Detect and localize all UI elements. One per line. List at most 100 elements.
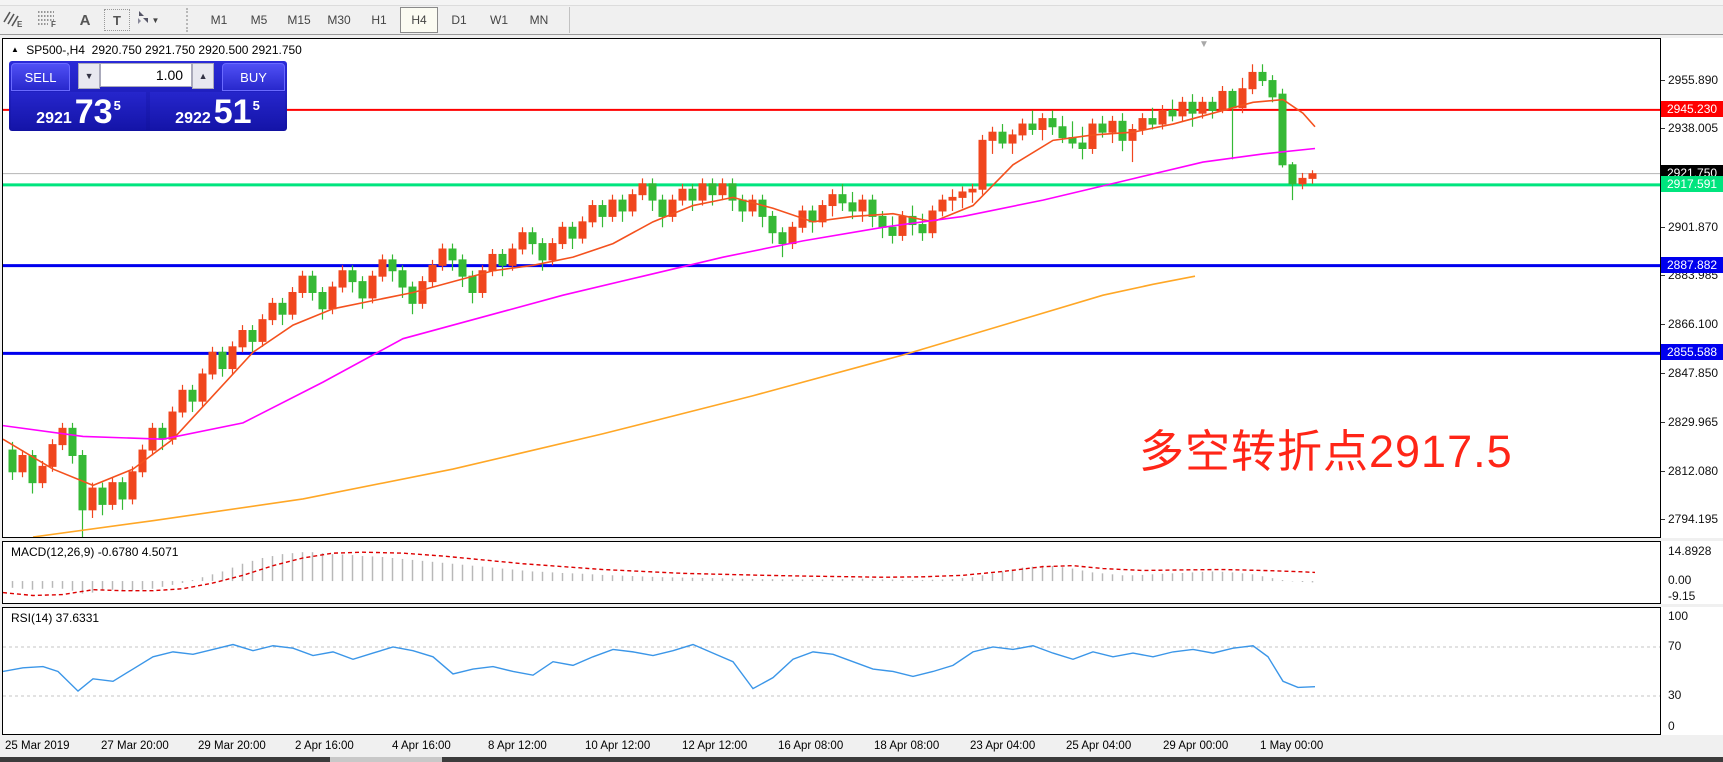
main-toolbar: E F A T ▼ M1 M5 M15 M30 H1 H4 D1 W1 MN bbox=[0, 6, 1723, 35]
rsi-scale-100: 100 bbox=[1668, 609, 1689, 623]
time-axis-label: 8 Apr 12:00 bbox=[488, 740, 547, 752]
bottom-window-edge bbox=[0, 757, 1723, 762]
tick-mark bbox=[1661, 421, 1665, 423]
price-line-badge: 2917.591 bbox=[1661, 175, 1723, 192]
buy-price-whole: 2922 bbox=[175, 110, 211, 127]
bottom-window-edge-gap bbox=[330, 757, 442, 762]
price-line-badge: 2887.882 bbox=[1661, 256, 1723, 273]
timeframe-button-M1[interactable]: M1 bbox=[210, 13, 228, 27]
svg-text:F: F bbox=[51, 20, 56, 28]
stepper-down-icon: ▼ bbox=[84, 71, 94, 81]
time-axis-label: 12 Apr 12:00 bbox=[682, 740, 748, 752]
font-icon[interactable]: A bbox=[70, 8, 100, 32]
toolbar-separator bbox=[186, 8, 193, 32]
price-line-badge: 2945.230 bbox=[1661, 100, 1723, 117]
svg-text:E: E bbox=[17, 20, 23, 28]
arrange-objects-icon[interactable]: ▼ bbox=[134, 8, 174, 32]
timeframe-button-M15[interactable]: M15 bbox=[287, 13, 311, 27]
tick-mark bbox=[1661, 323, 1665, 325]
buy-price-display[interactable]: 2922 51 5 bbox=[150, 92, 285, 130]
price-line-badge: 2855.588 bbox=[1661, 344, 1723, 361]
trade-prices-row: 2921 73 5 2922 51 5 bbox=[11, 92, 285, 130]
time-axis-label: 2 Apr 16:00 bbox=[295, 740, 354, 752]
time-axis-label: 25 Apr 04:00 bbox=[1066, 740, 1132, 752]
chart-title: ▲ SP500-,H4 2920.750 2921.750 2920.500 2… bbox=[11, 43, 302, 57]
price-tick-label: 2938.005 bbox=[1668, 121, 1719, 136]
rsi-indicator-panel[interactable]: RSI(14) 37.6331 bbox=[2, 607, 1661, 735]
price-tick-label: 2794.195 bbox=[1668, 512, 1719, 527]
macd-scale-zero: 0.00 bbox=[1668, 573, 1692, 587]
macd-indicator-panel[interactable]: MACD(12,26,9) -0.6780 4.5071 bbox=[2, 541, 1661, 604]
volume-decrease-button[interactable]: ▼ bbox=[78, 63, 101, 89]
timeframe-button-D1[interactable]: D1 bbox=[451, 13, 467, 27]
sell-price-display[interactable]: 2921 73 5 bbox=[11, 92, 146, 130]
timeframe-button-MN[interactable]: MN bbox=[529, 13, 549, 27]
tick-mark bbox=[1661, 226, 1665, 228]
time-axis-label: 29 Apr 00:00 bbox=[1163, 740, 1229, 752]
indicators-chart-e-icon[interactable]: E bbox=[2, 8, 32, 32]
rsi-scale: 100 70 30 0 bbox=[1661, 607, 1723, 735]
timeframe-button-M30[interactable]: M30 bbox=[327, 13, 351, 27]
time-axis-label: 23 Apr 04:00 bbox=[970, 740, 1036, 752]
macd-label: MACD(12,26,9) -0.6780 4.5071 bbox=[11, 545, 179, 559]
rsi-chart bbox=[3, 643, 1660, 697]
text-icon-label: T bbox=[113, 12, 121, 28]
sell-price-fraction: 5 bbox=[113, 98, 121, 113]
price-tick-label: 2866.100 bbox=[1668, 316, 1719, 331]
macd-chart bbox=[3, 551, 1316, 597]
time-axis-label: 4 Apr 16:00 bbox=[392, 740, 451, 752]
tick-mark bbox=[1661, 79, 1665, 81]
time-axis-label: 1 May 00:00 bbox=[1260, 740, 1324, 752]
macd-scale: 14.8928 0.00 -9.15 bbox=[1661, 541, 1723, 604]
chart-shift-marker-icon[interactable]: ▼ bbox=[1199, 39, 1209, 50]
text-label-icon[interactable]: T bbox=[104, 9, 130, 31]
one-click-trading-panel: SELL ▼ 1.00 ▲ BUY 2921 73 5 2922 51 5 bbox=[9, 61, 287, 131]
timeframe-button-M5[interactable]: M5 bbox=[250, 13, 268, 27]
candlestick-chart bbox=[3, 64, 1660, 537]
time-axis[interactable]: 25 Mar 2019 27 Mar 20:00 29 Mar 20:00 2 Apr… bbox=[2, 737, 1661, 757]
sell-price-pips: 73 bbox=[74, 93, 113, 132]
rsi-label: RSI(14) 37.6331 bbox=[11, 611, 100, 625]
dropdown-caret-icon: ▼ bbox=[151, 15, 160, 25]
buy-button[interactable]: BUY bbox=[222, 63, 285, 91]
buy-price-fraction: 5 bbox=[252, 98, 260, 113]
rsi-scale-0: 0 bbox=[1668, 719, 1675, 733]
time-axis-label: 29 Mar 20:00 bbox=[198, 740, 266, 752]
time-axis-label: 16 Apr 08:00 bbox=[778, 740, 844, 752]
chart-text-annotation[interactable]: 多空转折点2917.5 bbox=[1139, 426, 1513, 477]
buy-price-pips: 51 bbox=[213, 93, 252, 132]
price-tick-label: 2955.890 bbox=[1668, 72, 1719, 87]
collapse-triangle-icon[interactable]: ▲ bbox=[11, 45, 19, 54]
timeframe-button-W1[interactable]: W1 bbox=[490, 13, 508, 27]
volume-increase-button[interactable]: ▲ bbox=[192, 63, 215, 89]
price-tick-label: 2812.080 bbox=[1668, 463, 1719, 478]
main-chart-panel[interactable]: ▲ SP500-,H4 2920.750 2921.750 2920.500 2… bbox=[2, 38, 1661, 538]
tick-mark bbox=[1661, 373, 1665, 375]
time-axis-label: 18 Apr 08:00 bbox=[874, 740, 940, 752]
volume-input[interactable]: 1.00 bbox=[100, 63, 193, 87]
time-axis-label: 10 Apr 12:00 bbox=[585, 740, 651, 752]
tick-mark bbox=[1661, 275, 1665, 277]
stepper-up-icon: ▲ bbox=[198, 71, 208, 81]
timeframe-button-H4[interactable]: H4 bbox=[400, 7, 438, 33]
grid-f-icon[interactable]: F bbox=[36, 8, 66, 32]
price-scale[interactable]: 2955.890 2938.005 2901.870 2883.985 2866.100… bbox=[1661, 38, 1723, 538]
time-axis-label: 27 Mar 20:00 bbox=[101, 740, 169, 752]
volume-stepper: ▼ 1.00 ▲ bbox=[78, 63, 215, 91]
tick-mark bbox=[1661, 519, 1665, 521]
timeframe-button-group: M1 M5 M15 M30 H1 H4 D1 W1 MN bbox=[199, 7, 559, 33]
time-axis-label: 25 Mar 2019 bbox=[5, 740, 70, 752]
toolbar-group-divider bbox=[569, 7, 570, 33]
tick-mark bbox=[1661, 128, 1665, 130]
font-icon-label: A bbox=[79, 11, 91, 29]
timeframe-button-H1[interactable]: H1 bbox=[371, 13, 387, 27]
tick-mark bbox=[1661, 470, 1665, 472]
sell-button[interactable]: SELL bbox=[11, 63, 71, 91]
price-tick-label: 2829.965 bbox=[1668, 414, 1719, 429]
chart-ohlc-values: 2920.750 2921.750 2920.500 2921.750 bbox=[91, 43, 302, 57]
window-top-strip bbox=[0, 0, 1723, 6]
sell-price-whole: 2921 bbox=[36, 110, 72, 127]
macd-scale-max: 14.8928 bbox=[1668, 544, 1712, 558]
macd-scale-min: -9.15 bbox=[1668, 589, 1696, 603]
